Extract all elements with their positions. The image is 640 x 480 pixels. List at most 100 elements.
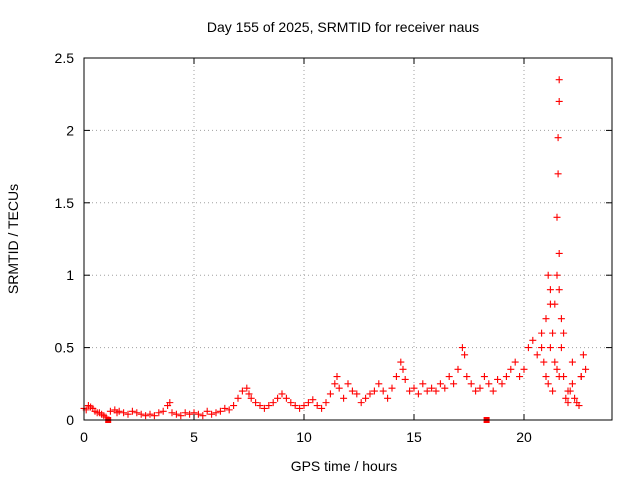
data-point [300, 402, 308, 410]
data-point [379, 387, 387, 395]
data-point [564, 387, 572, 395]
data-point [392, 373, 400, 381]
axis-ticks [83, 57, 612, 421]
data-point [555, 373, 563, 381]
data-point [414, 390, 422, 398]
data-point [542, 373, 550, 381]
data-point [142, 412, 150, 420]
data-point [520, 365, 528, 373]
data-point [194, 410, 202, 418]
data-point [511, 358, 519, 366]
data-point [579, 351, 587, 359]
data-points [80, 76, 590, 423]
data-point [234, 394, 242, 402]
data-point [555, 97, 563, 105]
data-point [260, 404, 268, 412]
data-point [313, 402, 321, 410]
data-point [370, 387, 378, 395]
data-point [159, 407, 167, 415]
data-point [529, 336, 537, 344]
data-point [546, 344, 554, 352]
x-tick-label: 20 [516, 429, 532, 445]
data-point [115, 407, 123, 415]
data-point [269, 399, 277, 407]
data-point [384, 394, 392, 402]
y-tick-label: 1 [66, 267, 74, 283]
data-point [406, 387, 414, 395]
data-point [575, 402, 583, 410]
data-point [401, 375, 409, 383]
x-axis-label: GPS time / hours [291, 458, 398, 474]
data-point [463, 373, 471, 381]
data-point [546, 300, 554, 308]
data-point [507, 365, 515, 373]
data-point [533, 351, 541, 359]
y-tick-labels: 0 0.5 1 1.5 2 2.5 [55, 50, 75, 428]
data-point [322, 399, 330, 407]
data-point [124, 410, 132, 418]
data-point [544, 380, 552, 388]
data-point [335, 384, 343, 392]
data-point [326, 390, 334, 398]
data-point [450, 380, 458, 388]
data-point [177, 412, 185, 420]
data-point [467, 380, 475, 388]
data-point [331, 380, 339, 388]
data-point [544, 271, 552, 279]
y-axis-label: SRMTID / TECUs [5, 184, 21, 294]
data-point [582, 365, 590, 373]
data-point [568, 358, 576, 366]
data-point [225, 406, 233, 414]
data-point [538, 329, 546, 337]
data-point [265, 402, 273, 410]
data-point [540, 358, 548, 366]
data-point [553, 365, 561, 373]
data-point [546, 286, 554, 294]
x-tick-label: 15 [406, 429, 422, 445]
data-point [309, 396, 317, 404]
data-point [553, 271, 561, 279]
x-tick-label: 5 [190, 429, 198, 445]
data-point [428, 384, 436, 392]
data-point [458, 344, 466, 352]
y-tick-label: 2.5 [55, 50, 75, 66]
data-point [348, 387, 356, 395]
y-tick-label: 0.5 [55, 340, 75, 356]
data-point [353, 390, 361, 398]
data-point [524, 344, 532, 352]
data-point [212, 409, 220, 417]
data-point [133, 409, 141, 417]
data-point [291, 402, 299, 410]
data-point [199, 412, 207, 420]
data-point [564, 399, 572, 407]
data-point [333, 373, 341, 381]
data-point [577, 373, 585, 381]
data-point [485, 380, 493, 388]
data-point [274, 394, 282, 402]
data-point [461, 351, 469, 359]
data-point [568, 380, 576, 388]
data-point [216, 407, 224, 415]
data-point [137, 410, 145, 418]
data-point [542, 315, 550, 323]
data-point [181, 409, 189, 417]
data-point [554, 170, 562, 178]
data-point [555, 76, 563, 84]
data-point [221, 404, 229, 412]
data-point [494, 375, 502, 383]
data-point [562, 394, 570, 402]
data-point [166, 399, 174, 407]
data-point [318, 404, 326, 412]
data-point [245, 390, 253, 398]
data-point [243, 384, 251, 392]
data-point [230, 402, 238, 410]
data-point [120, 409, 128, 417]
data-point [150, 412, 158, 420]
data-point [549, 387, 557, 395]
data-point [252, 399, 260, 407]
data-point [555, 249, 563, 257]
x-tick-labels: 0 5 10 15 20 [80, 429, 532, 445]
data-point [498, 380, 506, 388]
chart-title: Day 155 of 2025, SRMTID for receiver nau… [207, 19, 479, 35]
data-point [203, 407, 211, 415]
